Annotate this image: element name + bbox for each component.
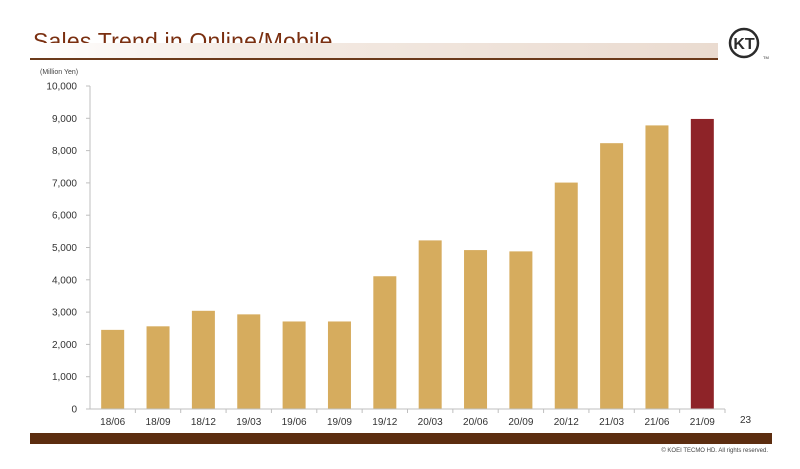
y-tick-label: 0 — [71, 405, 77, 416]
bar-19-09 — [327, 321, 351, 409]
x-tick-label: 19/03 — [236, 417, 261, 428]
x-tick-label: 18/06 — [100, 417, 125, 428]
x-tick-label: 20/12 — [554, 417, 579, 428]
y-tick-label: 3,000 — [52, 308, 77, 319]
bar-21-03 — [600, 143, 624, 409]
x-tick-label: 18/12 — [191, 417, 216, 428]
y-tick-label: 8,000 — [52, 146, 77, 157]
y-tick-label: 6,000 — [52, 211, 77, 222]
bar-20-06 — [464, 250, 488, 409]
bar-19-03 — [237, 314, 261, 409]
title-band — [30, 43, 718, 58]
y-axis-unit-label: (Million Yen) — [40, 69, 78, 76]
title-rule — [30, 58, 718, 60]
bar-21-06 — [645, 125, 669, 409]
company-logo: KT TM — [728, 27, 769, 60]
logo-text: KT — [733, 36, 755, 53]
bars — [101, 118, 714, 410]
y-tick-label: 9,000 — [52, 114, 77, 125]
x-tick-label: 21/06 — [644, 417, 669, 428]
x-tick-label: 20/06 — [463, 417, 488, 428]
x-axis: 18/06 18/09 18/12 19/03 19/06 19/09 19/12 20/03… — [90, 408, 726, 428]
copyright-notice: © KOEI TECMO HD. All rights reserved. — [661, 448, 768, 454]
x-tick-label: 21/09 — [690, 417, 715, 428]
footer-bar — [30, 433, 772, 444]
bar-20-03 — [418, 240, 442, 409]
bar-18-09 — [146, 326, 170, 409]
bar-19-06 — [282, 321, 306, 409]
page-number: 23 — [740, 415, 752, 426]
y-tick-label: 4,000 — [52, 275, 77, 286]
bar-19-12 — [373, 276, 397, 409]
x-tick-label: 19/06 — [282, 417, 307, 428]
bar-20-09 — [509, 251, 533, 409]
logo-trademark: TM — [763, 55, 769, 60]
y-tick-label: 1,000 — [52, 372, 77, 383]
bar-21-09 — [690, 118, 714, 410]
x-tick-label: 20/09 — [508, 417, 533, 428]
x-tick-label: 21/03 — [599, 417, 624, 428]
bar-20-12 — [554, 182, 578, 409]
y-tick-label: 5,000 — [52, 243, 77, 254]
y-axis: 0 1,000 2,000 3,000 4,000 5,000 6,000 7,000 8,00… — [46, 82, 91, 416]
x-tick-label: 19/12 — [372, 417, 397, 428]
x-tick-label: 18/09 — [146, 417, 171, 428]
y-tick-label: 10,000 — [46, 82, 77, 93]
bar-18-06 — [101, 329, 125, 409]
x-tick-label: 19/09 — [327, 417, 352, 428]
bar-18-12 — [191, 310, 215, 409]
y-tick-label: 7,000 — [52, 178, 77, 189]
x-tick-label: 20/03 — [418, 417, 443, 428]
y-tick-label: 2,000 — [52, 340, 77, 351]
